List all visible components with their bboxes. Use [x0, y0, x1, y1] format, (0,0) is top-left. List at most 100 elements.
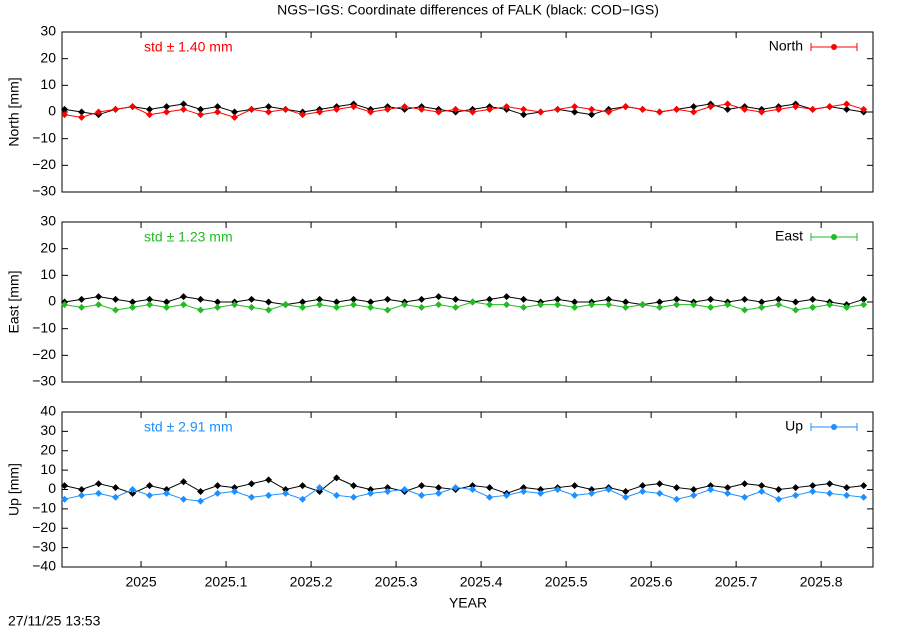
y-tick-label: −20	[32, 346, 56, 362]
data-point	[282, 105, 290, 113]
y-axis-label: East [mm]	[6, 270, 22, 333]
data-point	[843, 491, 851, 499]
y-tick-label: −10	[32, 500, 56, 516]
data-point	[503, 491, 511, 499]
data-point	[724, 105, 732, 113]
data-point	[248, 105, 256, 113]
data-point	[95, 293, 103, 301]
data-point	[146, 482, 154, 490]
data-point	[571, 298, 579, 306]
data-point	[860, 482, 868, 490]
data-point	[741, 306, 749, 314]
data-point	[231, 301, 239, 309]
data-point	[435, 484, 443, 492]
data-point	[214, 303, 222, 311]
data-point	[214, 298, 222, 306]
data-point	[656, 298, 664, 306]
data-point	[775, 105, 783, 113]
y-tick-label: 10	[40, 461, 56, 477]
data-point	[775, 295, 783, 303]
data-point	[180, 495, 188, 503]
data-point	[180, 100, 188, 108]
data-point	[724, 484, 732, 492]
data-point	[741, 493, 749, 501]
data-point	[554, 301, 562, 309]
data-point	[418, 482, 426, 490]
y-tick-label: −20	[32, 519, 56, 535]
data-point	[95, 480, 103, 488]
data-point	[180, 301, 188, 309]
data-point	[588, 486, 596, 493]
data-point	[112, 306, 120, 314]
series	[61, 298, 868, 314]
timestamp: 27/11/25 13:53	[8, 613, 101, 629]
series-line	[64, 103, 864, 118]
data-point	[486, 301, 494, 309]
data-point	[588, 105, 596, 113]
data-point	[384, 105, 392, 113]
legend-label: North	[769, 38, 803, 54]
data-point	[350, 103, 358, 111]
data-point	[163, 298, 171, 306]
data-point	[673, 301, 681, 309]
data-point	[707, 303, 715, 311]
data-point	[78, 303, 86, 311]
data-point	[214, 108, 222, 116]
data-point	[316, 108, 324, 116]
x-tick-label: 2025.5	[545, 574, 588, 590]
data-point	[707, 482, 715, 490]
y-tick-label: 20	[40, 49, 56, 65]
data-point	[214, 489, 222, 497]
data-point	[112, 105, 120, 113]
data-point	[316, 487, 324, 495]
data-point	[639, 301, 647, 309]
y-tick-label: 20	[40, 441, 56, 457]
data-point	[690, 103, 698, 111]
data-point	[775, 486, 783, 493]
data-point	[571, 103, 579, 111]
data-point	[78, 295, 86, 303]
x-tick-label: 2025.8	[800, 574, 843, 590]
data-point	[826, 103, 834, 111]
data-point	[265, 298, 273, 306]
data-point	[78, 108, 86, 116]
data-point	[248, 295, 256, 303]
data-point	[384, 306, 392, 314]
data-point	[758, 303, 766, 311]
data-point	[163, 103, 171, 111]
y-tick-label: −30	[32, 373, 56, 389]
data-point	[163, 303, 171, 311]
data-point	[316, 295, 324, 303]
data-point	[690, 301, 698, 309]
data-point	[231, 113, 239, 121]
plot-frame	[61, 411, 874, 568]
data-point	[843, 484, 851, 492]
data-point	[197, 487, 205, 495]
data-point	[622, 298, 630, 306]
data-point	[673, 484, 681, 492]
data-point	[486, 105, 494, 113]
data-point	[486, 484, 494, 492]
data-point	[350, 295, 358, 303]
data-point	[520, 105, 528, 113]
data-point	[639, 487, 647, 495]
data-point	[78, 486, 86, 493]
data-point	[554, 486, 562, 493]
data-point	[741, 295, 749, 303]
data-point	[605, 108, 613, 116]
data-point	[452, 105, 460, 113]
data-point	[61, 495, 69, 503]
data-point	[469, 486, 477, 493]
data-point	[163, 486, 171, 493]
y-tick-label: 40	[40, 403, 56, 419]
data-point	[690, 491, 698, 499]
data-point	[95, 301, 103, 309]
data-point	[401, 301, 409, 309]
data-point	[435, 293, 443, 301]
data-point	[656, 303, 664, 311]
data-point	[707, 295, 715, 303]
data-point	[656, 489, 664, 497]
data-point	[503, 103, 511, 111]
data-point	[639, 482, 647, 490]
data-point	[163, 108, 171, 116]
